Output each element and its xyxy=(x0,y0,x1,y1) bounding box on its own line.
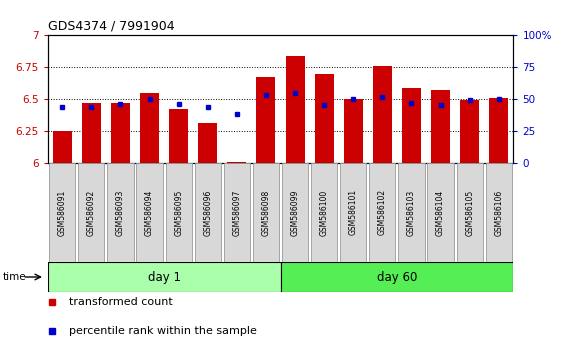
Bar xyxy=(311,163,337,262)
Text: percentile rank within the sample: percentile rank within the sample xyxy=(68,326,256,336)
Bar xyxy=(431,90,450,163)
Bar xyxy=(256,78,275,163)
Bar xyxy=(82,103,101,163)
Text: GSM586102: GSM586102 xyxy=(378,189,387,235)
Text: time: time xyxy=(3,272,26,282)
Text: GSM586094: GSM586094 xyxy=(145,189,154,236)
Text: GSM586092: GSM586092 xyxy=(87,189,96,235)
Text: day 1: day 1 xyxy=(148,270,181,284)
Bar xyxy=(489,98,508,163)
Text: GSM586098: GSM586098 xyxy=(261,189,270,235)
Bar xyxy=(340,163,366,262)
Bar xyxy=(49,163,75,262)
Bar xyxy=(53,131,72,163)
Bar xyxy=(140,93,159,163)
Bar xyxy=(165,163,192,262)
Bar xyxy=(282,163,308,262)
Text: day 60: day 60 xyxy=(377,270,417,284)
Bar xyxy=(398,163,425,262)
Bar xyxy=(280,262,513,292)
Bar xyxy=(227,161,246,163)
Bar xyxy=(344,99,363,163)
Bar xyxy=(48,262,280,292)
Text: GSM586100: GSM586100 xyxy=(320,189,329,235)
Bar xyxy=(136,163,163,262)
Bar xyxy=(198,123,217,163)
Text: GSM586105: GSM586105 xyxy=(465,189,474,235)
Bar xyxy=(315,74,334,163)
Bar xyxy=(111,103,130,163)
Bar xyxy=(195,163,221,262)
Text: GSM586099: GSM586099 xyxy=(291,189,300,236)
Text: GDS4374 / 7991904: GDS4374 / 7991904 xyxy=(48,19,174,33)
Bar xyxy=(286,56,305,163)
Bar xyxy=(402,88,421,163)
Text: GSM586095: GSM586095 xyxy=(174,189,183,236)
Bar xyxy=(253,163,279,262)
Bar xyxy=(373,66,392,163)
Bar xyxy=(78,163,104,262)
Bar xyxy=(224,163,250,262)
Bar xyxy=(460,101,479,163)
Text: GSM586091: GSM586091 xyxy=(58,189,67,235)
Bar xyxy=(169,109,188,163)
Text: GSM586104: GSM586104 xyxy=(436,189,445,235)
Bar xyxy=(457,163,483,262)
Text: GSM586101: GSM586101 xyxy=(349,189,358,235)
Bar xyxy=(369,163,396,262)
Text: GSM586103: GSM586103 xyxy=(407,189,416,235)
Text: GSM586097: GSM586097 xyxy=(232,189,241,236)
Bar xyxy=(107,163,134,262)
Text: transformed count: transformed count xyxy=(68,297,172,307)
Bar xyxy=(486,163,512,262)
Text: GSM586106: GSM586106 xyxy=(494,189,503,235)
Text: GSM586096: GSM586096 xyxy=(203,189,212,236)
Bar xyxy=(427,163,454,262)
Text: GSM586093: GSM586093 xyxy=(116,189,125,236)
